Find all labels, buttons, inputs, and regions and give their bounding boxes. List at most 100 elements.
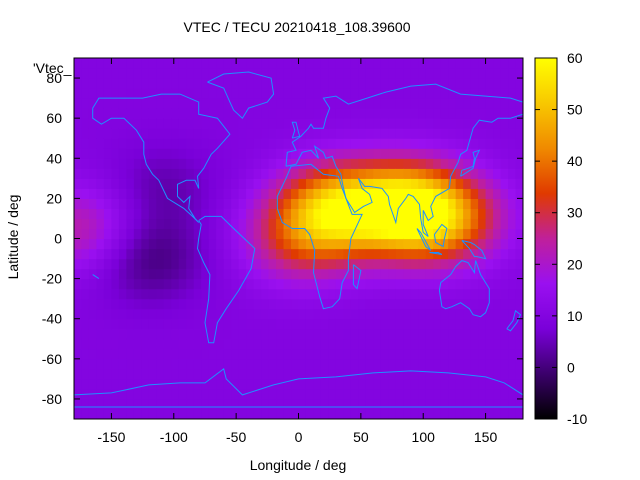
heatmap-cell <box>335 108 344 119</box>
heatmap-cell <box>440 318 449 330</box>
heatmap-cell <box>291 328 300 340</box>
heatmap-cell <box>201 238 210 250</box>
heatmap-cell <box>463 118 472 129</box>
heatmap-cell <box>96 368 105 380</box>
heatmap-cell <box>171 238 180 250</box>
heatmap-cell <box>118 358 127 370</box>
heatmap-cell <box>418 158 427 169</box>
heatmap-cell <box>470 188 479 199</box>
heatmap-cell <box>313 178 322 189</box>
heatmap-cell <box>186 228 195 240</box>
heatmap-cell <box>103 68 113 79</box>
heatmap-cell <box>216 78 225 89</box>
heatmap-cell <box>485 188 494 199</box>
heatmap-cell <box>298 298 307 310</box>
heatmap-cell <box>403 158 412 169</box>
heatmap-cell <box>515 168 523 179</box>
heatmap-cell <box>493 178 502 189</box>
heatmap-cell <box>246 138 255 149</box>
heatmap-cell <box>380 318 389 330</box>
heatmap-cell <box>178 208 187 220</box>
heatmap-cell <box>261 338 270 350</box>
heatmap-cell <box>463 158 472 169</box>
heatmap-cell <box>328 108 337 119</box>
heatmap-cell <box>320 328 330 340</box>
heatmap-cell <box>478 218 487 230</box>
heatmap-cell <box>223 398 232 410</box>
heatmap-cell <box>208 228 217 240</box>
heatmap-cell <box>508 218 517 230</box>
heatmap-cell <box>118 338 127 350</box>
heatmap-cell <box>448 208 457 220</box>
heatmap-cell <box>335 248 344 260</box>
heatmap-cell <box>223 308 232 320</box>
heatmap-cell <box>178 68 187 79</box>
heatmap-cell <box>380 408 389 419</box>
heatmap-cell <box>141 198 150 210</box>
heatmap-cell <box>276 378 285 390</box>
heatmap-cell <box>268 298 277 310</box>
heatmap-cell <box>238 228 247 240</box>
heatmap-cell <box>126 278 135 290</box>
y-tick-label: 40 <box>46 150 62 166</box>
heatmap-cell <box>163 68 172 79</box>
heatmap-cell <box>156 228 165 240</box>
heatmap-cell <box>193 368 202 380</box>
heatmap-cell <box>298 88 307 99</box>
heatmap-cell <box>343 178 352 189</box>
heatmap-cell <box>515 78 523 89</box>
heatmap-cell <box>395 288 404 300</box>
coastline <box>429 252 443 255</box>
heatmap-cell <box>470 368 479 380</box>
heatmap-cell <box>440 258 449 270</box>
heatmap-cell <box>463 138 472 149</box>
heatmap-cell <box>268 168 277 179</box>
heatmap-cell <box>365 268 374 280</box>
heatmap-cell <box>418 218 427 230</box>
heatmap-cell <box>358 358 367 370</box>
heatmap-cell <box>81 218 90 230</box>
heatmap-cell <box>276 268 285 280</box>
heatmap-cell <box>193 148 202 159</box>
heatmap-cell <box>118 138 127 149</box>
heatmap-cell <box>276 358 285 370</box>
heatmap-cell <box>313 368 322 380</box>
heatmap-cell <box>276 168 285 179</box>
heatmap-cell <box>156 98 165 109</box>
heatmap-cell <box>133 148 142 159</box>
heatmap-cell <box>425 408 434 419</box>
heatmap-cell <box>470 98 479 109</box>
heatmap-cell <box>358 188 367 199</box>
heatmap-cell <box>156 388 165 400</box>
heatmap-cell <box>276 108 285 119</box>
heatmap-cell <box>246 68 255 79</box>
heatmap-cell <box>433 188 442 199</box>
heatmap-cell <box>141 298 150 310</box>
heatmap-cell <box>403 148 412 159</box>
heatmap-cell <box>515 318 523 330</box>
heatmap-cell <box>380 78 389 89</box>
heatmap-cell <box>261 198 270 210</box>
y-axis-label: Latitude / deg <box>5 195 21 280</box>
heatmap-cell <box>253 378 262 390</box>
heatmap-cell <box>253 58 262 69</box>
heatmap-cell <box>410 58 419 69</box>
heatmap-cell <box>193 208 202 220</box>
heatmap-cell <box>141 318 150 330</box>
heatmap-cell <box>365 378 374 390</box>
heatmap-cell <box>156 328 165 340</box>
heatmap-cell <box>276 328 285 340</box>
heatmap-cell <box>508 138 517 149</box>
heatmap-cell <box>403 408 412 419</box>
heatmap-cell <box>141 308 150 320</box>
heatmap-cell <box>238 268 247 280</box>
heatmap-cell <box>463 98 472 109</box>
heatmap-cell <box>74 278 83 290</box>
heatmap-cell <box>261 398 270 410</box>
heatmap-cell <box>103 198 113 210</box>
heatmap-cell <box>455 388 464 400</box>
heatmap-cell <box>350 178 359 189</box>
heatmap-cell <box>231 88 240 99</box>
heatmap-cell <box>358 148 367 159</box>
heatmap-cell <box>388 158 397 169</box>
